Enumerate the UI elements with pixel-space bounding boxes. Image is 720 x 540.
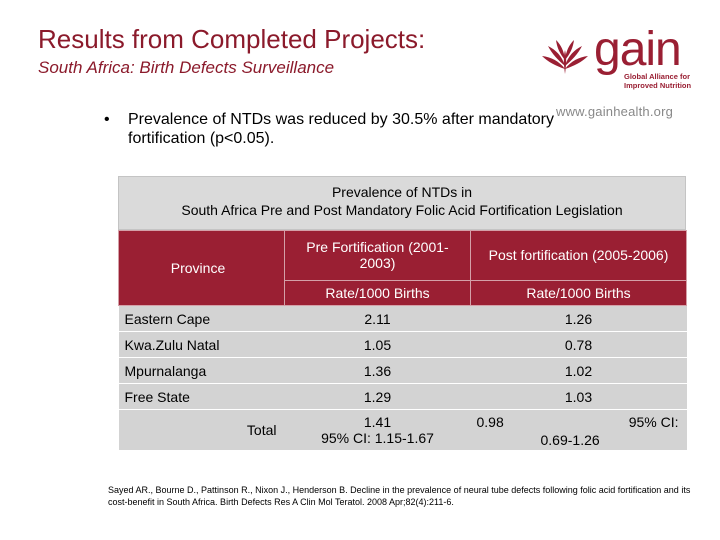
post-unit-header: Rate/1000 Births <box>470 279 687 307</box>
pre-value-cell: 1.36 <box>284 357 471 384</box>
post-value-cell: 1.02 <box>470 357 687 384</box>
pre-fortification-header: Pre Fortification (2001-2003) <box>284 230 471 281</box>
table-caption: Prevalence of NTDs in South Africa Pre a… <box>118 176 686 230</box>
logo-tagline: Global Alliance for Improved Nutrition <box>624 72 692 90</box>
bullet-text: Prevalence of NTDs was reduced by 30.5% … <box>128 111 554 147</box>
table-row: Kwa.Zulu Natal 1.05 0.78 <box>118 331 687 358</box>
province-cell: Mpurnalanga <box>118 357 285 384</box>
ntd-prevalence-table: Prevalence of NTDs in South Africa Pre a… <box>118 176 687 451</box>
table-row: Eastern Cape 2.11 1.26 <box>118 305 687 332</box>
province-cell: Free State <box>118 383 285 410</box>
post-value-cell: 0.78 <box>470 331 687 358</box>
post-fortification-header: Post fortification (2005-2006) <box>470 230 687 281</box>
slide-title: Results from Completed Projects: <box>38 24 426 54</box>
logo-brand: gain <box>594 23 682 76</box>
total-label: Total <box>118 409 285 451</box>
pre-value-cell: 1.29 <box>284 383 471 410</box>
pre-value-cell: 1.05 <box>284 331 471 358</box>
caption-line-2: South Africa Pre and Post Mandatory Foli… <box>181 202 623 218</box>
total-row: Total 1.41 95% CI: 1.15-1.67 0.98 95% CI… <box>118 409 687 451</box>
post-value-cell: 1.26 <box>470 305 687 332</box>
logo-url: www.gainhealth.org <box>556 104 674 119</box>
post-total-ci-label: 95% CI: <box>628 414 679 430</box>
pre-unit-header: Rate/1000 Births <box>284 279 471 307</box>
wheat-emblem-icon <box>542 40 588 74</box>
post-total-value: 0.98 <box>476 414 504 430</box>
bullet-symbol: • <box>104 111 110 128</box>
pre-total-value: 1.41 <box>363 414 392 430</box>
post-value-cell: 1.03 <box>470 383 687 410</box>
province-cell: Eastern Cape <box>118 305 285 332</box>
table-row: Mpurnalanga 1.36 1.02 <box>118 357 687 384</box>
table-row: Free State 1.29 1.03 <box>118 383 687 410</box>
post-total-cell: 0.98 95% CI: 0.69-1.26 <box>470 409 687 451</box>
province-cell: Kwa.Zulu Natal <box>118 331 285 358</box>
caption-line-1: Prevalence of NTDs in <box>331 184 473 200</box>
reference-citation: Sayed AR., Bourne D., Pattinson R., Nixo… <box>108 485 691 507</box>
province-header: Province <box>118 230 285 306</box>
pre-total-cell: 1.41 95% CI: 1.15-1.67 <box>284 409 471 451</box>
slide-subtitle: South Africa: Birth Defects Surveillance <box>38 58 335 77</box>
data-table: Province Pre Fortification (2001-2003) P… <box>118 230 687 451</box>
bullet-point: • Prevalence of NTDs was reduced by 30.5… <box>104 110 564 148</box>
post-total-ci: 0.69-1.26 <box>540 432 600 448</box>
pre-value-cell: 2.11 <box>284 305 471 332</box>
gain-logo: gain Global Alliance for Improved Nutrit… <box>538 26 698 126</box>
pre-total-ci: 95% CI: 1.15-1.67 <box>321 430 434 446</box>
